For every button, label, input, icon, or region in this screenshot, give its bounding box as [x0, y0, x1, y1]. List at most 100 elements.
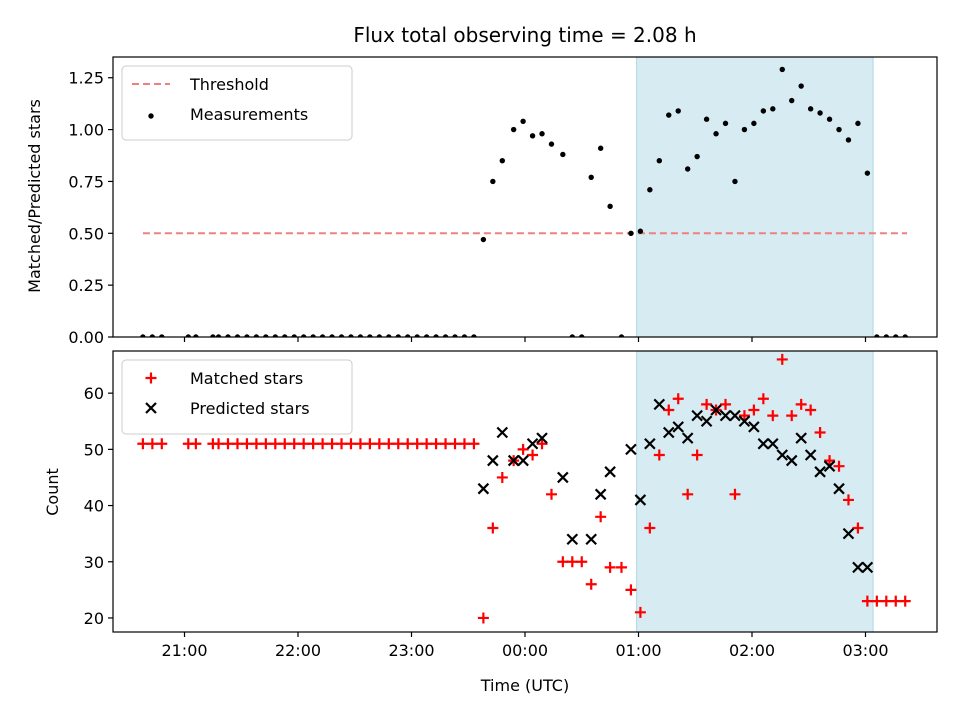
matched-star-marker — [833, 460, 845, 472]
y-tick-label: 0.50 — [68, 224, 104, 243]
matched-star-marker — [795, 398, 807, 410]
matched-star-marker — [411, 438, 423, 450]
measurement-point — [902, 334, 908, 337]
matched-star-marker — [402, 438, 414, 450]
matched-star-marker — [213, 438, 225, 450]
measurement-point — [300, 334, 307, 337]
measurement-point — [647, 187, 653, 193]
matched-star-marker — [241, 438, 253, 450]
measurement-point — [282, 334, 288, 337]
measurement-point — [751, 120, 757, 127]
measurement-point — [210, 334, 216, 337]
y-tick-label: 50 — [84, 440, 104, 459]
measurement-point — [694, 153, 700, 160]
legend-label: Predicted stars — [190, 399, 310, 418]
predicted-star-marker — [748, 421, 760, 433]
matched-star-marker — [615, 561, 627, 573]
x-tick-label: 01:00 — [615, 641, 661, 660]
matched-star-marker — [824, 455, 836, 467]
measurement-point — [864, 170, 871, 176]
legend: Matched stars Predicted stars — [121, 359, 353, 435]
matched-star-marker — [260, 438, 272, 450]
measurement-point — [529, 133, 536, 139]
measurement-point — [826, 116, 833, 122]
measurement-point — [548, 141, 555, 147]
matched-star-marker — [663, 404, 675, 416]
measurement-point — [185, 334, 191, 337]
predicted-star-marker — [691, 409, 703, 422]
matched-star-marker — [326, 438, 338, 450]
predicted-star-marker — [785, 454, 798, 467]
matched-star-marker — [527, 449, 539, 461]
measurement-point — [569, 334, 575, 337]
top-panel: 0.00 0.25 0.50 0.75 1.00 1.25 Threshold Measure… — [68, 56, 938, 347]
y-tick-label: 30 — [84, 553, 104, 572]
measurement-point — [817, 110, 823, 116]
predicted-star-marker — [496, 426, 509, 439]
predicted-star-marker — [710, 404, 722, 416]
predicted-star-marker — [842, 527, 855, 540]
predicted-star-marker — [738, 415, 751, 428]
predicted-star-marker — [823, 460, 836, 472]
bottom-y-axis-label: Count — [43, 468, 62, 516]
measurement-point — [319, 334, 326, 337]
predicted-star-marker — [852, 561, 864, 574]
matched-star-marker — [536, 438, 548, 450]
measurement-point — [225, 334, 231, 337]
measurement-point — [779, 66, 785, 73]
legend-label: Matched stars — [190, 369, 303, 388]
plot-area — [140, 57, 908, 337]
measurement-point — [675, 108, 681, 114]
measurement-point — [741, 126, 748, 133]
measurement-point — [883, 334, 890, 337]
matched-star-marker — [701, 398, 713, 410]
measurement-point — [874, 334, 880, 337]
measurement-point — [499, 158, 506, 164]
predicted-star-marker — [672, 421, 685, 433]
series-measurements — [140, 66, 908, 337]
matched-star-marker — [269, 438, 281, 450]
predicted-star-marker — [729, 409, 741, 422]
measurement-point — [272, 334, 279, 337]
predicted-star-marker — [536, 432, 548, 444]
measurement-point — [588, 174, 594, 180]
matched-star-marker — [842, 494, 854, 506]
x-axis-label: Time (UTC) — [480, 676, 569, 695]
measurement-point — [770, 106, 776, 112]
predicted-star-marker — [594, 488, 607, 501]
predicted-star-marker — [585, 533, 597, 546]
matched-star-marker — [458, 438, 470, 450]
matched-star-marker — [307, 438, 319, 450]
measurement-point — [140, 334, 146, 337]
matched-star-marker — [477, 612, 489, 624]
measurement-point — [684, 166, 691, 172]
bottom-panel: 20 30 40 50 60 21:00 22:00 23:00 00:00 01:00 02:00… — [84, 350, 938, 660]
matched-star-marker — [861, 595, 873, 607]
measurement-point — [597, 145, 604, 151]
y-tick-label: 1.25 — [68, 69, 104, 88]
y-tick-label: 0.00 — [68, 328, 104, 347]
measurement-point — [386, 334, 392, 337]
legend-label: Measurements — [190, 105, 308, 124]
measurement-point — [666, 112, 672, 118]
matched-star-marker — [137, 438, 149, 450]
observing-window-shading — [636, 57, 874, 337]
measurement-point — [732, 178, 738, 185]
matched-star-marker — [250, 438, 262, 450]
x-tick-label: 00:00 — [502, 641, 548, 660]
predicted-star-marker — [814, 466, 826, 478]
matched-star-marker — [880, 595, 892, 607]
measurement-point — [628, 230, 634, 236]
matched-star-marker — [757, 393, 769, 405]
predicted-star-marker — [700, 415, 713, 428]
matched-star-marker — [517, 443, 529, 455]
predicted-star-marker — [644, 437, 656, 450]
predicted-star-marker — [795, 432, 807, 444]
matched-star-marker — [634, 606, 646, 618]
measurement-point — [760, 108, 767, 114]
predicted-star-marker — [833, 482, 845, 495]
x-tick-label: 23:00 — [388, 641, 434, 660]
legend-label: Threshold — [189, 75, 269, 94]
predicted-star-marker — [604, 466, 616, 478]
matched-star-marker — [231, 438, 243, 450]
